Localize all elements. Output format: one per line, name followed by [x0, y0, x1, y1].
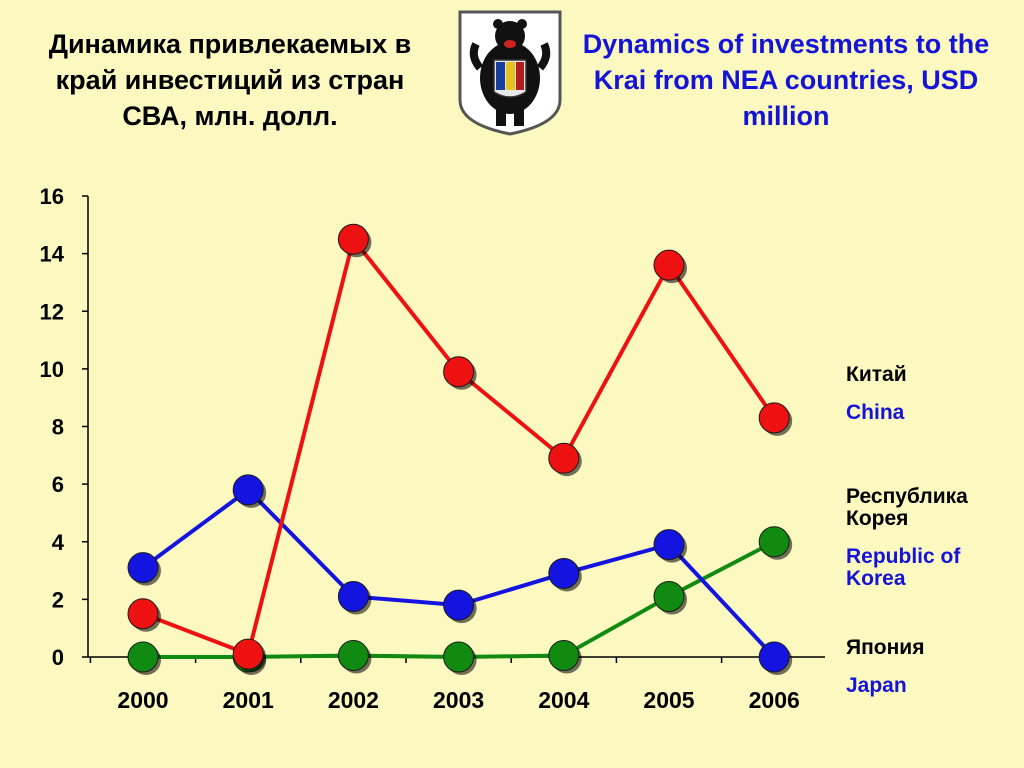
data-point — [443, 589, 475, 621]
chart-title-russian: Динамика привлекаемых в край инвестиций … — [48, 29, 412, 131]
data-point — [548, 640, 580, 672]
y-tick-label: 10 — [40, 357, 64, 382]
data-point — [548, 442, 580, 474]
data-point — [443, 641, 475, 673]
data-point — [548, 557, 580, 589]
y-tick-label: 8 — [52, 415, 64, 440]
y-tick-label: 0 — [52, 645, 64, 670]
data-point — [337, 640, 369, 672]
x-tick-label: 2002 — [328, 687, 379, 713]
chart-title-english: Dynamics of investments to the Krai from… — [582, 29, 990, 131]
x-tick-label: 2000 — [117, 687, 168, 713]
y-tick-label: 12 — [40, 299, 64, 324]
x-tick-label: 2005 — [643, 687, 694, 713]
data-point — [653, 580, 685, 612]
x-tick-label: 2003 — [433, 687, 484, 713]
data-point — [337, 580, 369, 612]
data-point — [127, 598, 159, 630]
legend-china-russian: Китай — [846, 363, 907, 386]
data-point — [758, 526, 790, 558]
y-tick-label: 6 — [52, 472, 64, 497]
x-tick-label: 2006 — [749, 687, 800, 713]
y-tick-label: 2 — [52, 587, 64, 612]
x-tick-label: 2004 — [538, 687, 589, 713]
data-point — [653, 529, 685, 561]
x-tick-label: 2001 — [223, 687, 274, 713]
y-tick-label: 4 — [52, 530, 65, 555]
legend-japan-english: Japan — [846, 674, 907, 697]
legend-japan-russian: Япония — [846, 636, 925, 659]
data-point — [758, 641, 790, 673]
y-tick-label: 16 — [40, 184, 64, 209]
data-point — [232, 638, 264, 670]
data-point — [337, 223, 369, 255]
legend-korea-russian: Республика Корея — [846, 485, 968, 530]
data-point — [443, 356, 475, 388]
data-point — [127, 641, 159, 673]
coat-of-arms-bear-icon — [458, 10, 562, 136]
data-point — [653, 249, 685, 281]
legend-china-english: China — [846, 401, 905, 424]
line-chart: 0 2 4 6 8 10 12 14 16 2000 2001 2002 2003 2004 2005 20… — [40, 184, 825, 713]
series-line — [141, 487, 776, 659]
data-point — [758, 402, 790, 434]
legend-korea-english: Republic of Korea — [846, 545, 961, 590]
y-tick-label: 14 — [40, 242, 65, 267]
data-point — [127, 552, 159, 584]
data-point — [232, 474, 264, 506]
